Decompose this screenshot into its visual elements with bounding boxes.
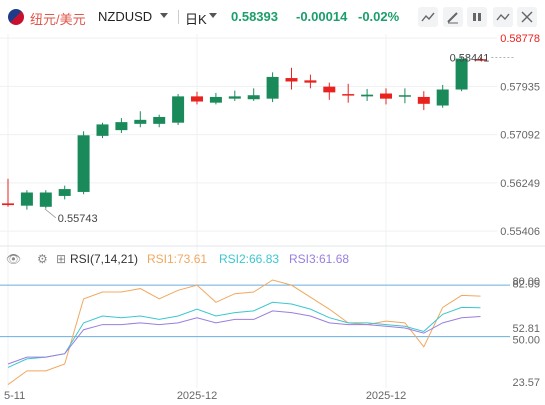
candle-body (247, 95, 260, 100)
candle-body (266, 76, 279, 99)
period-chevron-down-icon[interactable] (209, 13, 217, 18)
chart-header: 纽元/美元 NZDUSD 日K 0.58393 -0.00014 -0.02% (0, 0, 545, 34)
expand-icon[interactable] (517, 7, 537, 27)
low-annotation-leader (44, 208, 57, 219)
indicator-icon[interactable] (493, 7, 513, 27)
price-tick-label: 0.57092 (500, 130, 540, 142)
header-divider (178, 10, 179, 24)
rsi-legend-1: RSI1:73.61 (147, 252, 207, 266)
candle-body (2, 203, 14, 206)
price-tick-label: 0.55406 (500, 226, 540, 238)
candle-body (228, 96, 241, 99)
candle-body (342, 94, 355, 96)
candle-body (474, 59, 487, 61)
rsi-tick-label: 52.81 (512, 323, 540, 335)
candle-body (153, 116, 166, 124)
expand-grid-icon: ⊞ (56, 252, 66, 266)
last-price: 0.58393 (231, 9, 278, 24)
candle-body (191, 96, 203, 102)
candle-body (172, 96, 185, 123)
price-change-percent: -0.02% (358, 9, 400, 24)
candle-body (115, 122, 128, 131)
candle-body (134, 119, 147, 124)
candle-body (380, 93, 392, 99)
price-tick-label: 0.56249 (500, 178, 540, 190)
rsi-tick-label: 23.57 (512, 377, 540, 389)
rsi-title: RSI(7,14,21) (70, 252, 138, 266)
symbol-chevron-down-icon[interactable] (160, 13, 168, 18)
candle-body (323, 86, 336, 93)
rsi-series-line-2 (7, 301, 481, 368)
visibility-eye-icon: 👁 (6, 252, 21, 266)
rsi-tick-label: 50.00 (512, 335, 540, 347)
period-selector[interactable]: 日K (185, 12, 207, 27)
draw-pen-icon[interactable] (443, 7, 463, 27)
price-tick-label: 0.57935 (500, 81, 540, 93)
rsi-tick-label: 80.00 (512, 276, 540, 288)
low-annotation: 0.55743 (58, 213, 98, 225)
price-change: -0.00014 (296, 9, 348, 24)
price-tick-label: 0.58778 (500, 34, 540, 45)
candle-body (58, 189, 71, 196)
symbol-selector[interactable]: NZDUSD (98, 9, 153, 24)
line-chart-icon[interactable] (418, 7, 438, 27)
x-tick-label: 2025-12 (177, 390, 217, 402)
candle-body (361, 94, 374, 97)
candle-body (455, 58, 468, 90)
rsi-legend-2: RSI2:66.83 (219, 252, 279, 266)
candle-body (96, 124, 109, 136)
pair-name-cn: 纽元/美元 (30, 12, 86, 27)
candle-body (39, 192, 52, 207)
rsi-legend-3: RSI3:61.68 (289, 252, 349, 266)
price-chart[interactable]: 0.58778 0.57935 0.57092 0.56249 0.55406 0.557… (0, 34, 545, 405)
candle-body (77, 135, 90, 192)
candle-body (304, 80, 317, 83)
nz-us-flag-icon (8, 9, 24, 25)
x-tick-label: 2025-12 (366, 390, 406, 402)
high-annotation: 0.58441 (450, 52, 490, 64)
clear-icon[interactable] (467, 7, 487, 27)
x-tick-label: 5-11 (4, 390, 25, 402)
candle-body (20, 192, 33, 206)
settings-gear-icon: ⚙ (37, 252, 48, 266)
rsi-series-line-3 (7, 310, 481, 365)
candle-body (209, 96, 222, 103)
candle-body (417, 96, 430, 104)
rsi-series-line-1 (7, 279, 481, 385)
candle-body (436, 89, 449, 106)
candle-body (398, 95, 411, 97)
candle-body (285, 78, 298, 82)
rsi-tick-label: 82.05 (512, 279, 540, 291)
